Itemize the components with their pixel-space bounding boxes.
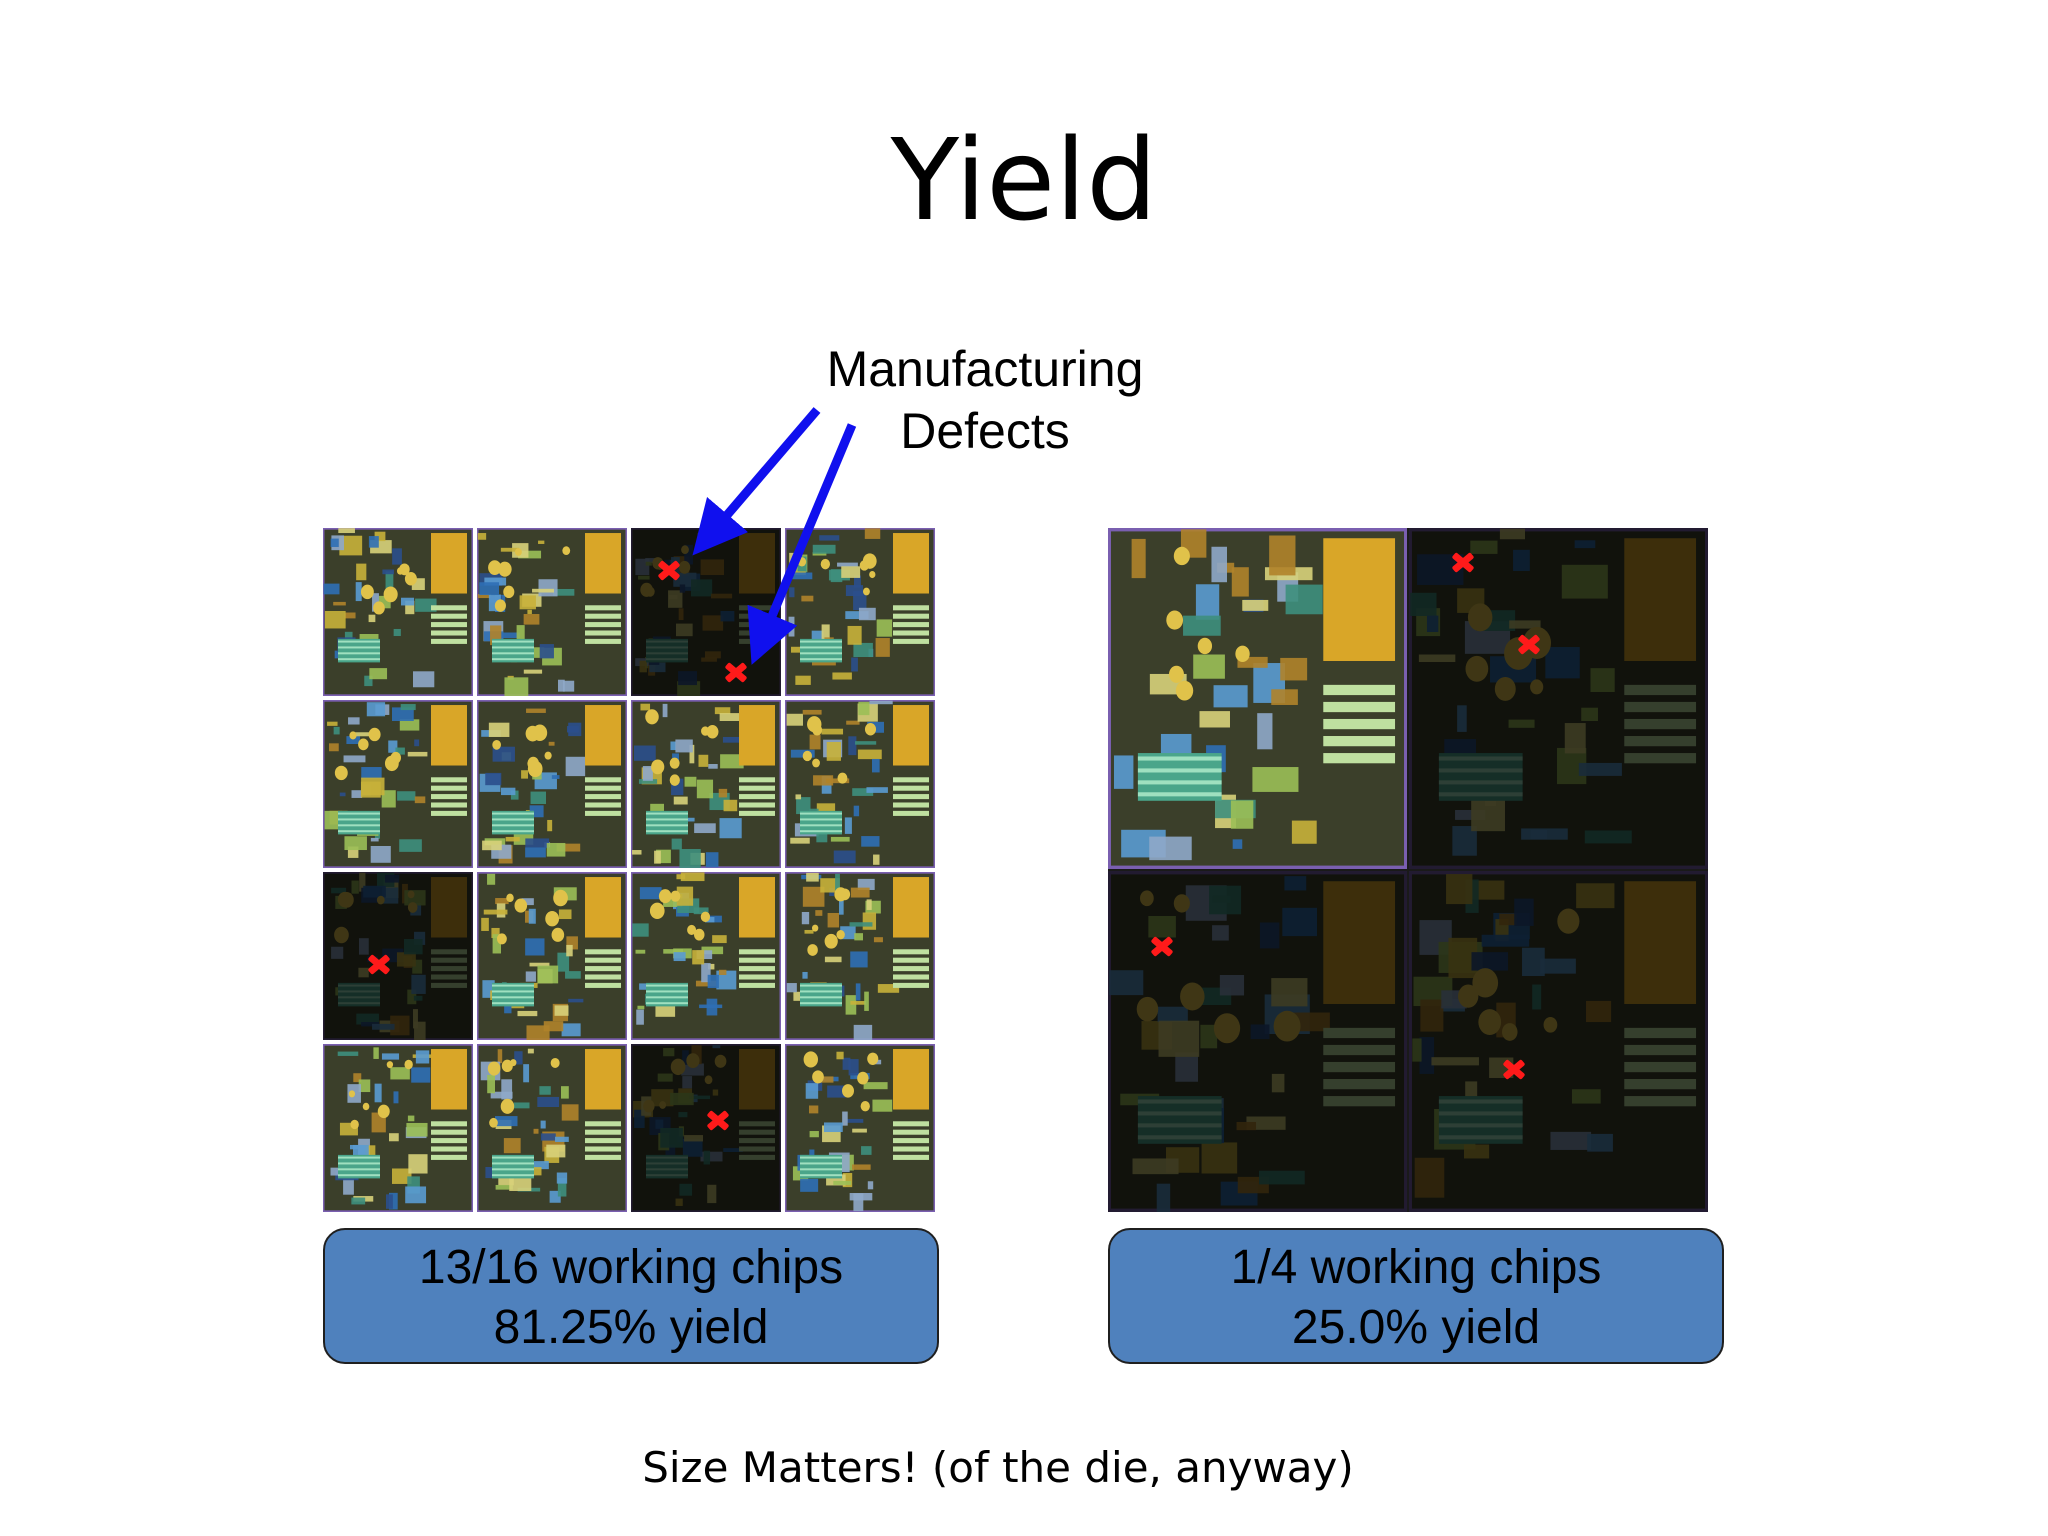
small-die-working-count: 13/16 working chips (418, 1241, 844, 1294)
large-die-yield-value: 25.0% yield (1291, 1301, 1541, 1354)
die-photo (477, 700, 627, 868)
die-photo (323, 872, 473, 1040)
small-die-yield-value: 81.25% yield (493, 1301, 769, 1354)
die-5 (323, 700, 473, 868)
small-die-wafer (323, 528, 935, 1212)
large-die-working-count: 1/4 working chips (1230, 1241, 1602, 1294)
die-13 (323, 1044, 473, 1212)
die-15 (631, 1044, 781, 1212)
die-2 (477, 528, 627, 696)
die-photo (477, 528, 627, 696)
die-photo (631, 1044, 781, 1212)
die-photo (785, 700, 935, 868)
die-photo (323, 528, 473, 696)
die-12 (785, 872, 935, 1040)
slide-footer: Size Matters! (of the die, anyway) (642, 1443, 1354, 1492)
slide-title: Yield (890, 116, 1158, 246)
die-photo (631, 528, 781, 696)
die-1 (323, 528, 473, 696)
x-mark-icon (1149, 933, 1175, 959)
x-mark-icon (366, 951, 392, 977)
die-photo (1409, 528, 1708, 869)
x-mark-icon (656, 557, 682, 583)
die-photo (631, 700, 781, 868)
die-14 (477, 1044, 627, 1212)
die-photo (323, 700, 473, 868)
die-3 (631, 528, 781, 696)
defects-annotation: Manufacturing Defects (785, 338, 1185, 462)
x-mark-icon (723, 659, 749, 685)
die-4 (785, 528, 935, 696)
die-6 (477, 700, 627, 868)
annotation-line-1: Manufacturing (826, 341, 1144, 397)
die-8 (785, 700, 935, 868)
die-photo (1108, 528, 1407, 869)
die-photo (323, 1044, 473, 1212)
die-16 (785, 1044, 935, 1212)
die-photo (785, 1044, 935, 1212)
die-photo (477, 872, 627, 1040)
die-photo (1108, 871, 1407, 1212)
die-11 (631, 872, 781, 1040)
die-photo (785, 528, 935, 696)
large-die-yield-caption: 1/4 working chips 25.0% yield (1108, 1228, 1724, 1364)
die-photo (477, 1044, 627, 1212)
die-photo (631, 872, 781, 1040)
x-mark-icon (705, 1107, 731, 1133)
large-die-wafer (1108, 528, 1708, 1212)
annotation-line-2: Defects (900, 403, 1070, 459)
large-die-4 (1409, 871, 1708, 1212)
large-die-1 (1108, 528, 1407, 869)
die-10 (477, 872, 627, 1040)
die-7 (631, 700, 781, 868)
small-die-yield-caption: 13/16 working chips 81.25% yield (323, 1228, 939, 1364)
x-mark-icon (1501, 1056, 1527, 1082)
x-mark-icon (1516, 631, 1542, 657)
x-mark-icon (1450, 549, 1476, 575)
large-die-2 (1409, 528, 1708, 869)
die-photo (1409, 871, 1708, 1212)
die-9 (323, 872, 473, 1040)
die-photo (785, 872, 935, 1040)
large-die-3 (1108, 871, 1407, 1212)
